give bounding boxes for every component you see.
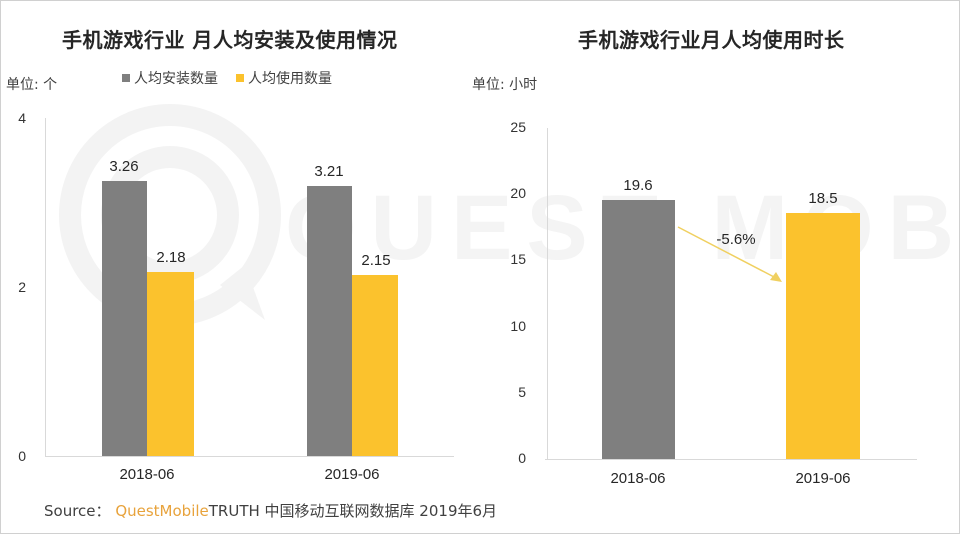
left-chart-title: 手机游戏行业 月人均安装及使用情况: [62, 28, 398, 52]
right-chart-title: 手机游戏行业月人均使用时长: [578, 28, 845, 52]
left-chart-unit: 单位: 个: [6, 77, 58, 93]
right-y-tick: 25: [510, 119, 526, 135]
left-x-label: 2019-06: [324, 466, 380, 483]
right-y-tick: 5: [518, 384, 526, 400]
bar-usage-2019-06: [352, 275, 398, 456]
source-prefix: Source：: [44, 502, 111, 520]
bar-label-duration-2019-06: 18.5: [808, 190, 838, 207]
left-x-axis: [45, 456, 454, 457]
bar-label-install-2019-06: 3.21: [314, 163, 344, 180]
right-y-tick: 10: [510, 318, 526, 334]
source-note: Source： QuestMobileTRUTH 中国移动互联网数据库 2019…: [44, 500, 497, 521]
left-chart-legend: 人均安装数量 人均使用数量: [122, 68, 332, 88]
legend-item-usage: 人均使用数量: [236, 68, 332, 88]
legend-label-usage: 人均使用数量: [248, 71, 332, 87]
bar-usage-2018-06: [147, 272, 194, 456]
legend-item-install: 人均安装数量: [122, 68, 218, 88]
left-y-axis: [45, 118, 46, 457]
bar-duration-2018-06: [602, 200, 675, 459]
bar-label-usage-2019-06: 2.15: [361, 252, 391, 269]
legend-label-install: 人均安装数量: [134, 71, 218, 87]
bar-label-usage-2018-06: 2.18: [156, 249, 186, 266]
right-y-tick: 20: [510, 185, 526, 201]
bar-duration-2019-06: [786, 213, 860, 459]
right-x-axis: [545, 459, 917, 460]
change-percent-label: -5.6%: [716, 231, 756, 248]
bar-label-install-2018-06: 3.26: [109, 158, 139, 175]
left-x-label: 2018-06: [119, 466, 175, 483]
right-x-label: 2019-06: [795, 470, 851, 487]
left-y-tick: 2: [18, 279, 26, 295]
bar-install-2018-06: [102, 181, 147, 456]
legend-swatch-usage-icon: [236, 74, 244, 82]
left-y-tick: 4: [18, 110, 26, 126]
right-x-label: 2018-06: [610, 470, 666, 487]
source-brand: QuestMobile: [115, 502, 209, 520]
decrease-arrow-icon: [677, 226, 782, 282]
right-y-tick: 15: [510, 251, 526, 267]
bar-install-2019-06: [307, 186, 352, 456]
legend-swatch-install-icon: [122, 74, 130, 82]
right-y-tick: 0: [518, 450, 526, 466]
bar-label-duration-2018-06: 19.6: [623, 177, 653, 194]
source-suffix: TRUTH 中国移动互联网数据库 2019年6月: [208, 502, 498, 520]
right-chart-unit: 单位: 小时: [472, 77, 538, 93]
left-y-tick: 0: [18, 448, 26, 464]
right-y-axis: [547, 128, 548, 459]
